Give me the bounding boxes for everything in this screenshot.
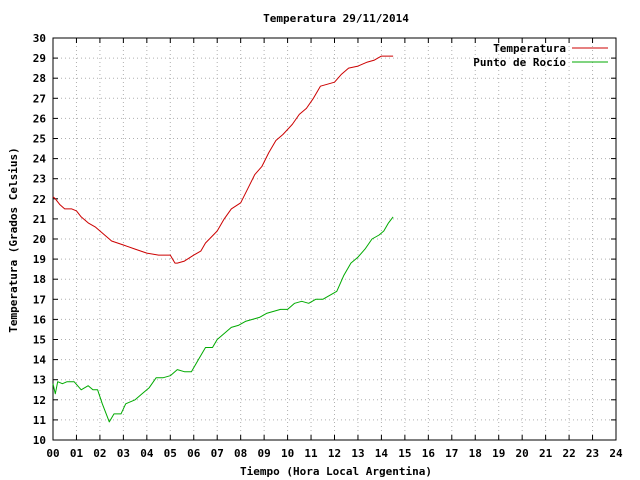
x-tick-label: 08	[234, 447, 247, 460]
x-tick-label: 10	[281, 447, 294, 460]
y-tick-label: 30	[33, 32, 46, 45]
legend: Temperatura Punto de Rocío	[473, 42, 608, 69]
y-tick-label: 20	[33, 233, 46, 246]
x-tick-label: 13	[351, 447, 364, 460]
x-tick-label: 22	[562, 447, 575, 460]
x-tick-label: 04	[140, 447, 154, 460]
y-tick-label: 13	[33, 374, 46, 387]
y-tick-label: 16	[33, 313, 47, 326]
x-tick-label: 17	[445, 447, 458, 460]
x-tick-label: 11	[304, 447, 318, 460]
x-tick-label: 07	[211, 447, 224, 460]
y-tick-label: 12	[33, 394, 46, 407]
x-tick-label: 05	[164, 447, 177, 460]
y-tick-label: 25	[33, 133, 46, 146]
x-tick-label: 14	[375, 447, 389, 460]
y-tick-label: 10	[33, 434, 46, 447]
y-tick-label: 23	[33, 173, 46, 186]
y-tick-label: 28	[33, 72, 46, 85]
y-tick-label: 19	[33, 253, 46, 266]
x-axis-label: Tiempo (Hora Local Argentina)	[240, 465, 432, 478]
chart-title: Temperatura 29/11/2014	[263, 12, 409, 25]
x-tick-label: 00	[46, 447, 59, 460]
x-tick-label: 18	[469, 447, 482, 460]
y-tick-label: 24	[33, 153, 47, 166]
y-tick-label: 21	[33, 213, 47, 226]
x-tick-label: 16	[422, 447, 436, 460]
x-tick-label: 03	[117, 447, 130, 460]
y-tick-label: 15	[33, 334, 46, 347]
series-group	[52, 55, 394, 423]
x-tick-label: 12	[328, 447, 341, 460]
x-tick-label: 19	[492, 447, 505, 460]
x-tick-label: 23	[586, 447, 599, 460]
y-tick-label: 14	[33, 354, 47, 367]
y-tick-label: 27	[33, 92, 46, 105]
tick-labels: 00 01 02 03 04 05 06 07 08 09 10 11 12 13 14 15 16 17 18 19…	[33, 32, 623, 460]
legend-label-temperatura: Temperatura	[493, 42, 566, 55]
y-tick-label: 29	[33, 52, 46, 65]
x-tick-label: 09	[258, 447, 271, 460]
x-tick-label: 21	[539, 447, 553, 460]
series-line-punto-de-rocio	[52, 216, 394, 423]
x-tick-label: 15	[398, 447, 411, 460]
y-tick-label: 22	[33, 193, 46, 206]
y-tick-label: 26	[33, 112, 47, 125]
legend-label-punto-de-rocio: Punto de Rocío	[473, 56, 566, 69]
y-tick-label: 17	[33, 293, 46, 306]
y-tick-label: 18	[33, 273, 46, 286]
grid	[53, 38, 616, 440]
x-tick-label: 24	[609, 447, 623, 460]
y-axis-label: Temperatura (Grados Celsius)	[7, 147, 20, 332]
x-tick-label: 01	[70, 447, 84, 460]
x-tick-label: 20	[516, 447, 529, 460]
x-tick-label: 06	[187, 447, 201, 460]
y-tick-label: 11	[33, 414, 47, 427]
x-tick-label: 02	[93, 447, 106, 460]
series-line-temperatura	[52, 55, 394, 264]
